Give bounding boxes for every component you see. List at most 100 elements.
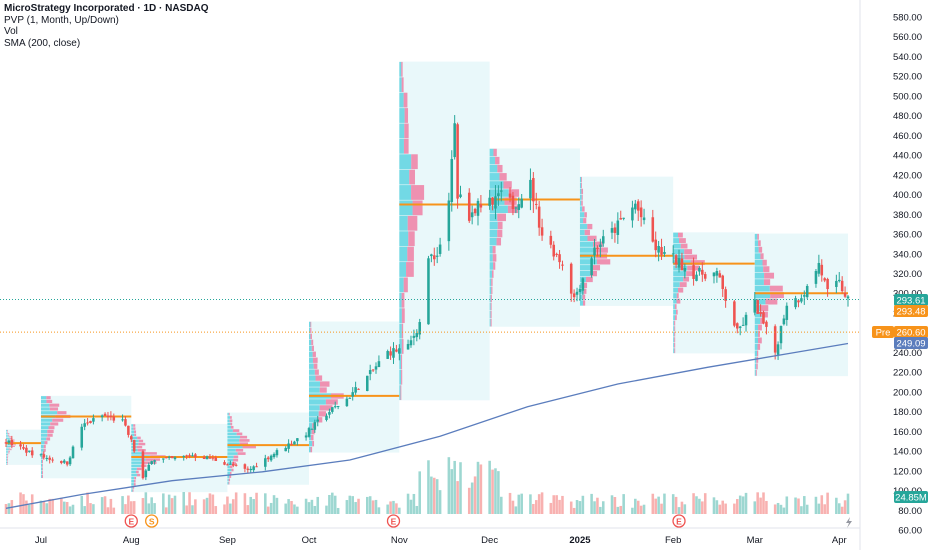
- profile-bar-up: [673, 238, 680, 244]
- profile-bar-down: [11, 445, 15, 447]
- profile-bar-up: [754, 253, 761, 260]
- profile-bar-up: [489, 254, 493, 262]
- symbol-title[interactable]: MicroStrategy Incorporated · 1D · NASDAQ: [4, 3, 209, 14]
- price-badge-bg: [894, 294, 928, 306]
- candle-body: [39, 454, 43, 456]
- candle-body: [549, 235, 553, 245]
- candle-body: [83, 423, 86, 427]
- candle-body: [590, 258, 593, 276]
- candle-body: [715, 271, 719, 276]
- volume-bar: [39, 500, 43, 514]
- volume-bar: [226, 496, 229, 514]
- y-axis-tick-label: 320.00: [893, 269, 922, 280]
- profile-bar-down: [46, 396, 51, 400]
- candle-body: [733, 301, 736, 326]
- volume-profile-box-7: [579, 176, 674, 306]
- profile-bar-down: [144, 452, 157, 455]
- profile-bar-down: [132, 486, 135, 489]
- profile-bar-down: [758, 246, 763, 253]
- y-axis-tick-label: 80.00: [898, 506, 922, 517]
- profile-bar-down: [7, 453, 9, 455]
- profile-bar-down: [7, 434, 10, 436]
- volume-bar: [698, 498, 701, 514]
- volume-indicator-label[interactable]: Vol: [4, 26, 18, 37]
- profile-bar-down: [46, 437, 51, 441]
- profile-bar-down: [679, 282, 687, 288]
- volume-bar: [575, 500, 579, 514]
- profile-bar-down: [8, 450, 10, 452]
- split-event-marker: S: [145, 514, 159, 528]
- profile-bar-up: [309, 369, 315, 375]
- profile-bar-down: [583, 288, 587, 294]
- pvp-indicator-label[interactable]: PVP (1, Month, Up/Down): [4, 14, 119, 26]
- profile-bar-up: [754, 311, 762, 318]
- event-marker-circle: [145, 514, 159, 528]
- volume-bar: [581, 495, 585, 514]
- profile-bar-up: [399, 323, 402, 339]
- profile-bar-up: [6, 444, 12, 446]
- profile-bar-down: [763, 266, 770, 273]
- profile-bar-up: [579, 259, 597, 265]
- profile-bar-down: [757, 337, 762, 344]
- volume-bar: [51, 498, 54, 514]
- profile-bar-down: [50, 422, 59, 426]
- profile-bar-up: [754, 350, 757, 357]
- profile-bar-down: [317, 417, 323, 423]
- volume-bar: [756, 492, 759, 514]
- price-badge-bg: [894, 326, 928, 338]
- profile-bar-up: [399, 61, 402, 77]
- candle-body: [147, 464, 151, 471]
- volume-bar: [86, 492, 89, 514]
- volume-bar: [89, 503, 92, 514]
- candle-body: [132, 440, 136, 452]
- candle-body: [398, 348, 401, 354]
- volume-bar: [671, 494, 675, 514]
- profile-bar-down: [679, 238, 686, 244]
- profile-bar-down: [319, 381, 330, 387]
- volume-bar: [703, 493, 707, 514]
- profile-bar-up: [399, 354, 402, 370]
- profile-bar-up: [6, 458, 8, 460]
- profile-bar-down: [675, 315, 677, 321]
- candle-body: [636, 201, 640, 211]
- profile-bar-down: [133, 430, 137, 433]
- volume-bar: [555, 495, 558, 514]
- profile-bar-down: [581, 176, 582, 183]
- profile-bar-up: [399, 339, 402, 354]
- profile-bar-down: [406, 262, 414, 277]
- profile-bar-down: [11, 444, 16, 446]
- candle-body: [162, 458, 165, 460]
- price-badge: 249.09: [894, 337, 928, 350]
- candle-body: [794, 298, 797, 308]
- profile-bar-up: [227, 452, 238, 455]
- volume-bar: [304, 498, 308, 514]
- profile-bar-up: [40, 463, 43, 467]
- volume-bar: [7, 503, 11, 514]
- volume-bar: [389, 501, 392, 514]
- profile-bar-up: [489, 189, 509, 197]
- profile-bar-up: [6, 445, 12, 447]
- candle-body: [68, 457, 72, 465]
- candle-body: [433, 255, 436, 260]
- profile-bar-down: [230, 416, 232, 419]
- profile-bar-down: [492, 246, 496, 254]
- profile-bar-up: [40, 459, 43, 464]
- profile-bar-down: [676, 293, 679, 299]
- x-axis-tick-label: Mar: [747, 535, 763, 546]
- profile-bar-up: [227, 422, 231, 426]
- candle-body: [744, 314, 748, 326]
- profile-bar-up: [399, 123, 405, 139]
- profile-bar-down: [145, 458, 160, 461]
- profile-bar-up: [489, 310, 491, 319]
- profile-bar-up: [227, 419, 230, 423]
- profile-bar-down: [758, 240, 761, 247]
- candle-body: [520, 198, 523, 208]
- candle-body: [721, 275, 724, 290]
- sma-indicator-label[interactable]: SMA (200, close): [4, 37, 81, 49]
- volume-bar: [290, 501, 293, 514]
- profile-bar-down: [47, 433, 53, 437]
- profile-bar-down: [134, 433, 137, 437]
- profile-bar-down: [401, 339, 404, 354]
- candle-body: [453, 123, 456, 158]
